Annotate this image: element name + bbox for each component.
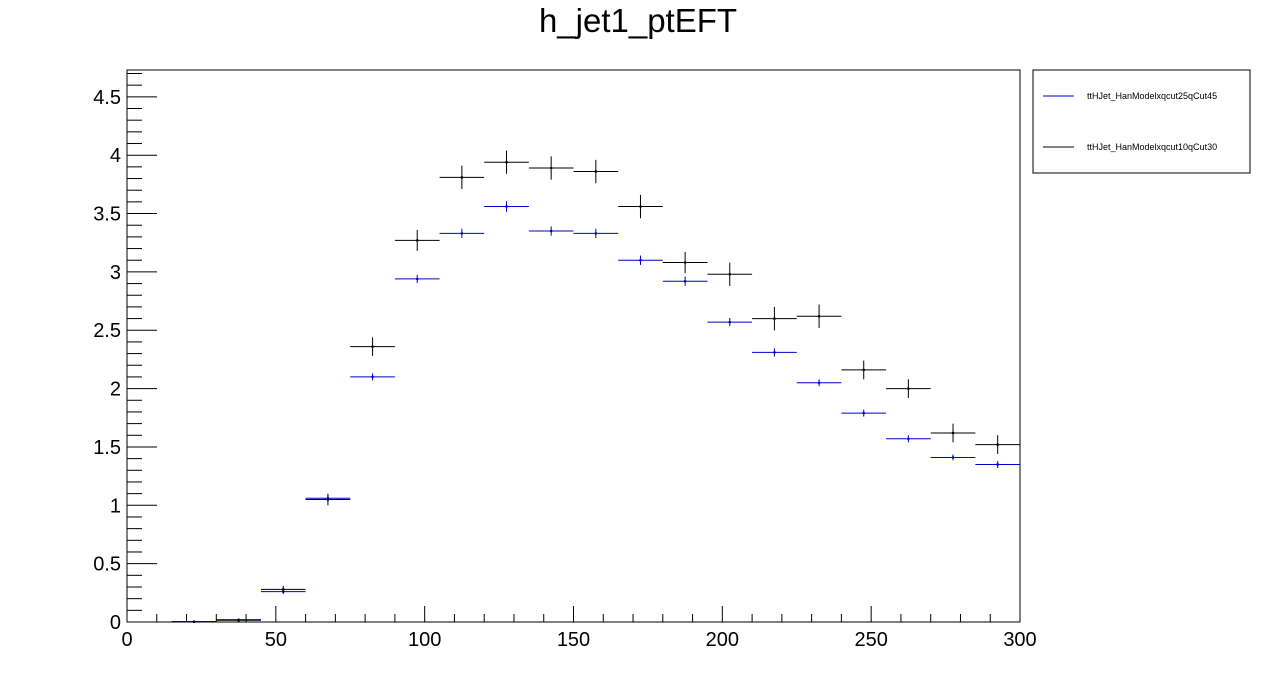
data-point [439,228,485,239]
legend-label: ttHJet_HanModelxqcut25qCut45 [1087,91,1217,101]
marker [996,463,999,466]
x-tick-label: 100 [408,629,441,651]
marker [862,368,866,372]
marker [817,314,821,318]
marker [639,205,642,208]
data-point [796,379,842,387]
data-point [260,585,306,593]
x-axis: 0 50 100 150 200 250 300 [121,606,1037,651]
marker [371,375,374,379]
y-tick-label: 3.5 [93,204,121,226]
data-point [662,276,708,286]
x-tick-label: 200 [706,629,739,651]
data-point [841,409,887,417]
data-point [752,306,797,331]
data-point [216,618,261,622]
data-point [394,274,440,283]
plot-frame-layer [126,69,1021,623]
marker [415,239,419,242]
data-point [975,460,1020,468]
data-point [930,423,976,443]
x-tick-label: 150 [557,629,590,651]
marker [549,229,553,233]
data-point [618,255,663,265]
plot-frame [126,69,1021,623]
data-point [171,620,217,624]
marker [817,381,821,385]
data-point [707,262,753,286]
marker [505,205,508,208]
data-point [484,201,529,212]
legend-box [1032,69,1251,174]
marker [415,277,419,281]
marker [773,317,776,320]
data-point [484,150,529,174]
marker [192,620,196,624]
marker [773,351,776,354]
marker [326,498,330,501]
marker [460,176,464,179]
y-tick-label: 1.5 [93,437,121,459]
legend-label: ttHJet_HanModelxqcut10qCut30 [1087,142,1217,152]
y-tick-label: 2 [110,379,121,401]
marker [683,261,687,264]
marker [237,618,240,622]
x-tick-label: 250 [854,629,887,651]
y-tick-label: 2.5 [93,320,121,342]
marker [951,431,955,435]
data-point [439,165,485,190]
marker [549,166,553,170]
data-point [350,337,395,356]
marker [594,232,598,235]
data-point [886,379,931,398]
data-point [886,435,931,443]
y-axis: 0 0.5 1 1.5 2 2.5 3 3.5 4 4.5 [93,73,157,634]
data-point [707,317,753,327]
data-layer [171,150,1020,624]
data-point [573,159,619,184]
marker [505,160,508,164]
y-tick-label: 0 [110,612,121,634]
marker [907,437,910,441]
data-point [618,194,663,219]
series-2 [171,150,1020,624]
marker [728,272,732,276]
marker [639,258,642,262]
data-point [305,493,351,506]
marker [683,279,687,283]
legend: ttHJet_HanModelxqcut25qCut45 ttHJet_HanMo… [1032,69,1251,174]
marker [460,232,464,235]
data-point [528,156,574,180]
marker [728,320,732,324]
marker [862,411,866,415]
y-tick-label: 4 [110,145,121,167]
data-point [841,360,887,380]
data-point [394,229,440,251]
marker [907,387,910,390]
x-tick-label: 0 [121,629,132,651]
data-point [752,348,797,357]
y-tick-label: 4.5 [93,87,121,109]
x-tick-label: 300 [1003,629,1036,651]
marker [594,170,598,173]
data-point [975,435,1020,454]
marker [951,456,955,459]
chart-title: h_jet1_ptEFT [538,2,738,39]
data-point [662,252,708,274]
data-point [573,228,619,239]
data-point [796,304,842,328]
y-tick-label: 3 [110,262,121,284]
marker [996,443,999,446]
marker [281,588,285,591]
data-point [930,454,976,461]
data-point [350,373,395,381]
y-tick-label: 1 [110,495,121,517]
y-tick-label: 0.5 [93,554,121,576]
x-tick-label: 50 [265,629,287,651]
marker [371,345,374,348]
data-point [528,226,574,236]
series-1 [171,201,1020,623]
